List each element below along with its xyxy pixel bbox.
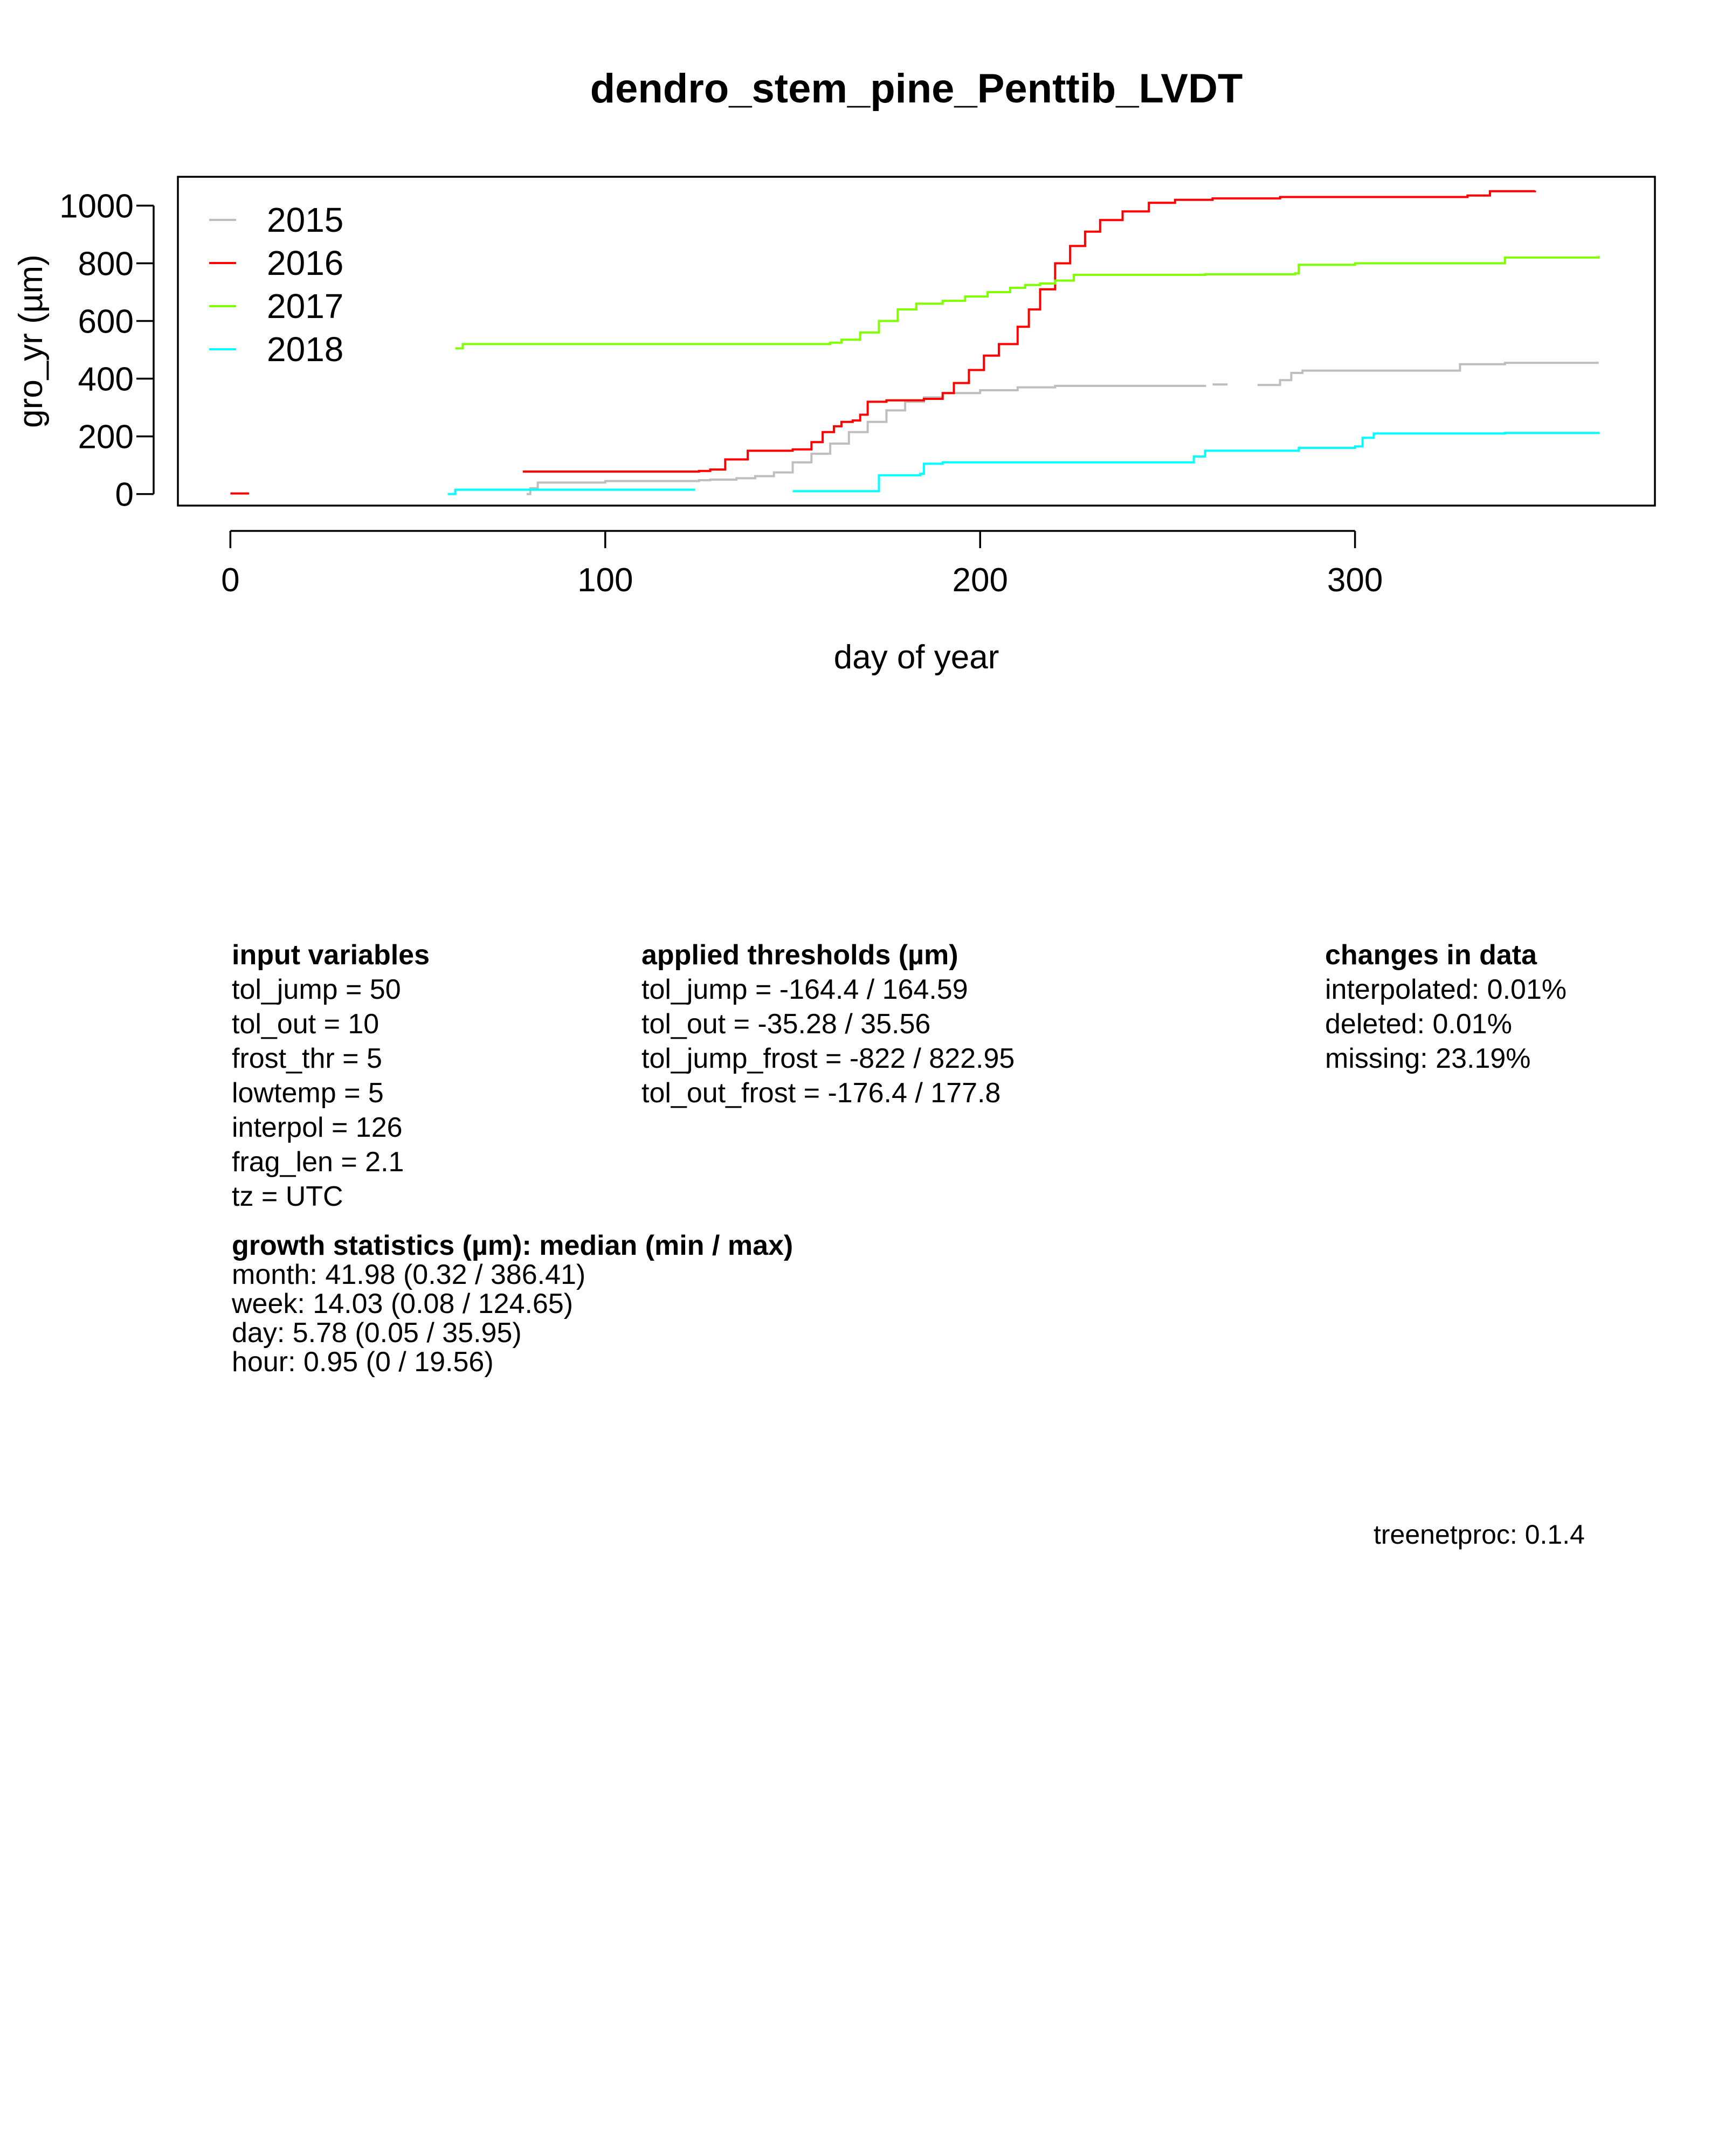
legend-label: 2016	[267, 244, 343, 282]
change-line: interpolated: 0.01%	[1325, 974, 1567, 1005]
x-axis: 0 100 200 300	[221, 530, 1383, 599]
input-variable-line: lowtemp = 5	[232, 1077, 384, 1109]
changes-in-data-heading: changes in data	[1325, 939, 1537, 971]
y-tick-label: 1000	[59, 188, 134, 225]
applied-thresholds-heading: applied thresholds (µm)	[641, 939, 958, 971]
changes-in-data-block: changes in data interpolated: 0.01% dele…	[1325, 938, 1567, 1076]
threshold-line: tol_jump_frost = -822 / 822.95	[641, 1043, 1015, 1074]
series-2015-line	[1257, 362, 1599, 386]
input-variable-line: tol_out = 10	[232, 1008, 380, 1040]
y-tick-label: 800	[78, 246, 134, 283]
x-axis-label: day of year	[834, 639, 999, 676]
threshold-line: tol_jump = -164.4 / 164.59	[641, 974, 968, 1005]
y-axis: 0 200 400 600 800 1000	[59, 188, 155, 514]
series-2017-line	[455, 256, 1600, 350]
plot-frame	[177, 176, 1656, 507]
input-variable-line: tz = UTC	[232, 1181, 343, 1212]
x-tick-label: 300	[1327, 562, 1383, 599]
legend-label: 2017	[267, 287, 343, 326]
input-variables-block: input variables tol_jump = 50 tol_out = …	[232, 938, 430, 1214]
growth-statistics-block: growth statistics (µm): median (min / ma…	[232, 1231, 793, 1377]
x-tick-label: 200	[952, 562, 1008, 599]
legend: 2015 2016 2017 2018	[209, 201, 343, 369]
input-variable-line: interpol = 126	[232, 1112, 403, 1143]
input-variable-line: frag_len = 2.1	[232, 1146, 404, 1178]
series-2018-line	[447, 488, 695, 495]
series-2015-line	[526, 384, 1206, 495]
applied-thresholds-block: applied thresholds (µm) tol_jump = -164.…	[641, 938, 1015, 1110]
input-variable-line: tol_jump = 50	[232, 974, 401, 1005]
growth-chart: dendro_stem_pine_Penttib_LVDT 0 100 200 300…	[12, 66, 1656, 676]
y-axis-label: gro_yr (µm)	[12, 254, 50, 428]
x-tick-label: 100	[577, 562, 633, 599]
change-line: deleted: 0.01%	[1325, 1008, 1512, 1040]
y-tick-label: 200	[78, 419, 134, 456]
legend-label: 2018	[267, 330, 343, 369]
chart-title: dendro_stem_pine_Penttib_LVDT	[590, 66, 1243, 112]
version-label: treenetproc: 0.1.4	[1374, 1519, 1585, 1550]
series-2018-line	[792, 432, 1600, 493]
x-tick-label: 0	[221, 562, 239, 599]
growth-stat-line: month: 41.98 (0.32 / 386.41)	[232, 1259, 586, 1290]
input-variables-heading: input variables	[232, 939, 430, 971]
series-layer	[230, 190, 1600, 495]
growth-stat-line: day: 5.78 (0.05 / 35.95)	[232, 1317, 522, 1349]
threshold-line: tol_out = -35.28 / 35.56	[641, 1008, 931, 1040]
growth-stat-line: week: 14.03 (0.08 / 124.65)	[232, 1288, 574, 1319]
growth-stat-line: hour: 0.95 (0 / 19.56)	[232, 1346, 494, 1378]
legend-label: 2015	[267, 201, 343, 239]
input-variable-line: frost_thr = 5	[232, 1043, 382, 1074]
y-tick-label: 400	[78, 361, 134, 398]
series-2016-line	[522, 190, 1536, 473]
y-tick-label: 0	[115, 476, 134, 514]
growth-statistics-heading: growth statistics (µm): median (min / ma…	[232, 1230, 794, 1261]
y-tick-label: 600	[78, 303, 134, 341]
change-line: missing: 23.19%	[1325, 1043, 1531, 1074]
threshold-line: tol_out_frost = -176.4 / 177.8	[641, 1077, 1001, 1109]
